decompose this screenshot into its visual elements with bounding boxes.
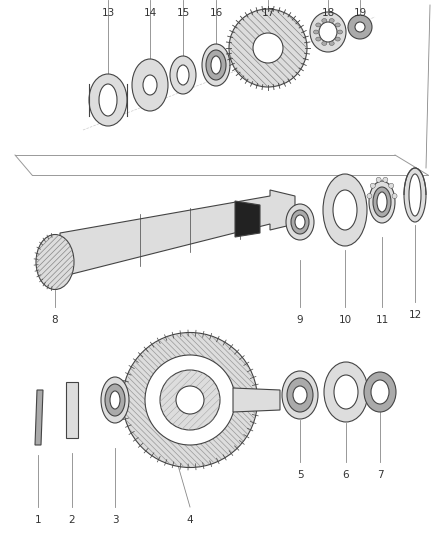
Text: 9: 9	[297, 315, 303, 325]
Ellipse shape	[355, 22, 365, 32]
Ellipse shape	[293, 386, 307, 404]
Polygon shape	[35, 390, 43, 445]
Ellipse shape	[282, 371, 318, 419]
Ellipse shape	[338, 30, 343, 34]
Text: 15: 15	[177, 8, 190, 18]
Text: 3: 3	[112, 515, 118, 525]
Ellipse shape	[101, 377, 129, 423]
Ellipse shape	[286, 204, 314, 240]
Text: 6: 6	[343, 470, 350, 480]
Ellipse shape	[177, 65, 189, 85]
Text: 17: 17	[261, 8, 275, 18]
Ellipse shape	[206, 50, 226, 80]
Text: 2: 2	[69, 515, 75, 525]
Ellipse shape	[371, 380, 389, 404]
Ellipse shape	[253, 33, 283, 63]
Ellipse shape	[123, 333, 258, 467]
Ellipse shape	[367, 193, 372, 199]
Ellipse shape	[145, 355, 235, 445]
Ellipse shape	[364, 372, 396, 412]
Ellipse shape	[389, 183, 394, 188]
Ellipse shape	[329, 42, 334, 45]
Ellipse shape	[110, 391, 120, 409]
Ellipse shape	[370, 183, 375, 188]
Text: 1: 1	[35, 515, 41, 525]
Ellipse shape	[335, 37, 340, 41]
Ellipse shape	[369, 181, 395, 223]
Ellipse shape	[333, 190, 357, 230]
Ellipse shape	[334, 375, 358, 409]
Ellipse shape	[202, 44, 230, 86]
Ellipse shape	[329, 19, 334, 22]
Ellipse shape	[373, 187, 391, 217]
Ellipse shape	[170, 56, 196, 94]
Ellipse shape	[105, 384, 125, 416]
Ellipse shape	[176, 386, 204, 414]
Text: 7: 7	[377, 470, 383, 480]
Polygon shape	[235, 201, 260, 237]
Ellipse shape	[316, 23, 321, 27]
Ellipse shape	[310, 12, 346, 52]
Ellipse shape	[287, 378, 313, 412]
Ellipse shape	[316, 37, 321, 41]
Ellipse shape	[348, 15, 372, 39]
Ellipse shape	[323, 174, 367, 246]
Ellipse shape	[409, 174, 421, 216]
Ellipse shape	[89, 74, 127, 126]
Ellipse shape	[404, 168, 426, 222]
Ellipse shape	[322, 19, 327, 22]
Text: 12: 12	[408, 310, 422, 320]
Ellipse shape	[211, 56, 221, 74]
Ellipse shape	[392, 193, 397, 199]
Ellipse shape	[376, 177, 381, 182]
Text: 10: 10	[339, 315, 352, 325]
Ellipse shape	[314, 30, 318, 34]
Ellipse shape	[319, 22, 337, 42]
Text: 8: 8	[52, 315, 58, 325]
Text: 11: 11	[375, 315, 389, 325]
Ellipse shape	[324, 362, 368, 422]
Text: 13: 13	[101, 8, 115, 18]
Ellipse shape	[229, 9, 307, 87]
Ellipse shape	[143, 75, 157, 95]
Text: 4: 4	[187, 515, 193, 525]
Polygon shape	[66, 382, 78, 438]
Polygon shape	[60, 190, 295, 277]
Polygon shape	[233, 388, 280, 412]
Text: 5: 5	[297, 470, 303, 480]
Ellipse shape	[322, 42, 327, 45]
Text: 18: 18	[321, 8, 335, 18]
Ellipse shape	[291, 210, 309, 234]
Ellipse shape	[160, 370, 220, 430]
Ellipse shape	[99, 84, 117, 116]
Text: 16: 16	[209, 8, 223, 18]
Text: 14: 14	[143, 8, 157, 18]
Ellipse shape	[132, 59, 168, 111]
Ellipse shape	[295, 215, 305, 229]
Ellipse shape	[383, 177, 388, 182]
Text: 19: 19	[353, 8, 367, 18]
Ellipse shape	[335, 23, 340, 27]
Ellipse shape	[377, 192, 387, 212]
Ellipse shape	[36, 235, 74, 289]
